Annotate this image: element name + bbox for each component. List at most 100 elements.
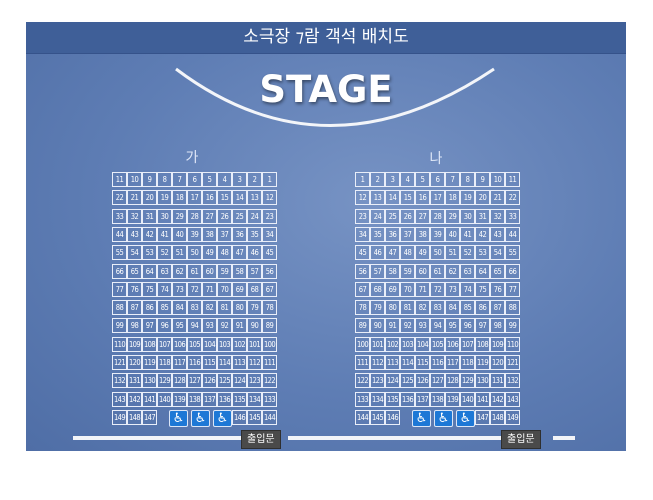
seat[interactable]: 53 [475,245,490,261]
seat[interactable]: 94 [430,318,445,334]
seat[interactable]: 143 [505,391,520,407]
seat[interactable]: 36 [232,226,247,242]
seat[interactable]: 36 [385,226,400,242]
seat[interactable]: 21 [490,190,505,206]
seat[interactable]: 92 [400,318,415,334]
seat[interactable]: 23 [355,208,370,224]
seat[interactable]: 3 [385,172,400,187]
seat[interactable]: 50 [187,245,202,261]
seat[interactable]: 130 [142,373,157,389]
seat[interactable]: 42 [475,226,490,242]
seat[interactable]: 41 [157,226,172,242]
seat[interactable]: 113 [232,355,247,370]
seat[interactable]: 149 [112,409,127,425]
seat[interactable]: 51 [445,245,460,261]
seat[interactable]: 12 [262,190,277,206]
seat[interactable]: 45 [355,245,370,261]
seat[interactable]: 118 [157,355,172,370]
seat[interactable]: 82 [415,300,430,316]
seat[interactable]: 33 [112,208,127,224]
seat[interactable]: 35 [247,226,262,242]
seat[interactable]: 8 [460,172,475,187]
seat[interactable]: 79 [247,300,262,316]
seat[interactable]: 60 [415,263,430,279]
seat[interactable]: 57 [247,263,262,279]
seat[interactable]: 47 [385,245,400,261]
seat[interactable]: 86 [142,300,157,316]
seat[interactable]: 132 [505,373,520,389]
seat[interactable]: 67 [355,281,370,297]
seat[interactable]: 46 [370,245,385,261]
seat[interactable]: 110 [112,336,127,352]
seat[interactable]: 77 [112,281,127,297]
seat[interactable]: 78 [262,300,277,316]
seat[interactable]: 27 [415,208,430,224]
seat[interactable]: 87 [490,300,505,316]
seat[interactable]: 56 [355,263,370,279]
seat[interactable]: 46 [247,245,262,261]
wheelchair-icon[interactable]: ♿ [191,409,210,427]
seat[interactable]: 116 [187,355,202,370]
seat[interactable]: 2 [247,172,262,187]
seat[interactable]: 10 [127,172,142,187]
wheelchair-icon[interactable]: ♿ [412,409,431,427]
seat[interactable]: 136 [400,391,415,407]
seat[interactable]: 5 [415,172,430,187]
seat[interactable]: 44 [505,226,520,242]
seat[interactable]: 16 [415,190,430,206]
seat[interactable]: 115 [202,355,217,370]
seat[interactable]: 108 [142,336,157,352]
seat[interactable]: 127 [187,373,202,389]
seat[interactable]: 58 [385,263,400,279]
seat[interactable]: 138 [430,391,445,407]
seat[interactable]: 134 [370,391,385,407]
seat[interactable]: 63 [460,263,475,279]
seat[interactable]: 37 [217,226,232,242]
seat[interactable]: 65 [127,263,142,279]
seat[interactable]: 21 [127,190,142,206]
seat[interactable]: 89 [355,318,370,334]
seat[interactable]: 88 [505,300,520,316]
seat[interactable]: 142 [127,391,142,407]
seat[interactable]: 30 [460,208,475,224]
seat[interactable]: 128 [445,373,460,389]
seat[interactable]: 56 [262,263,277,279]
seat[interactable]: 64 [142,263,157,279]
seat[interactable]: 106 [172,336,187,352]
seat[interactable]: 73 [172,281,187,297]
seat[interactable]: 9 [142,172,157,187]
seat[interactable]: 63 [157,263,172,279]
seat[interactable]: 40 [172,226,187,242]
seat[interactable]: 119 [475,355,490,370]
seat[interactable]: 131 [127,373,142,389]
seat[interactable]: 18 [445,190,460,206]
seat[interactable]: 148 [490,409,505,425]
seat[interactable]: 145 [247,409,262,425]
seat[interactable]: 10 [490,172,505,187]
seat[interactable]: 37 [400,226,415,242]
seat[interactable]: 55 [112,245,127,261]
wheelchair-icon[interactable]: ♿ [213,409,232,427]
seat[interactable]: 83 [187,300,202,316]
seat[interactable]: 100 [355,336,370,352]
seat[interactable]: 135 [385,391,400,407]
seat[interactable]: 126 [202,373,217,389]
seat[interactable]: 128 [172,373,187,389]
seat[interactable]: 31 [475,208,490,224]
seat[interactable]: 7 [445,172,460,187]
seat[interactable]: 146 [232,409,247,425]
seat[interactable]: 69 [232,281,247,297]
seat[interactable]: 148 [127,409,142,425]
seat[interactable]: 69 [385,281,400,297]
seat[interactable]: 26 [217,208,232,224]
seat[interactable]: 98 [127,318,142,334]
seat[interactable]: 48 [217,245,232,261]
seat[interactable]: 129 [460,373,475,389]
seat[interactable]: 125 [217,373,232,389]
seat[interactable]: 28 [187,208,202,224]
seat[interactable]: 97 [142,318,157,334]
seat[interactable]: 1 [262,172,277,187]
seat[interactable]: 114 [400,355,415,370]
seat[interactable]: 133 [262,391,277,407]
seat[interactable]: 4 [400,172,415,187]
